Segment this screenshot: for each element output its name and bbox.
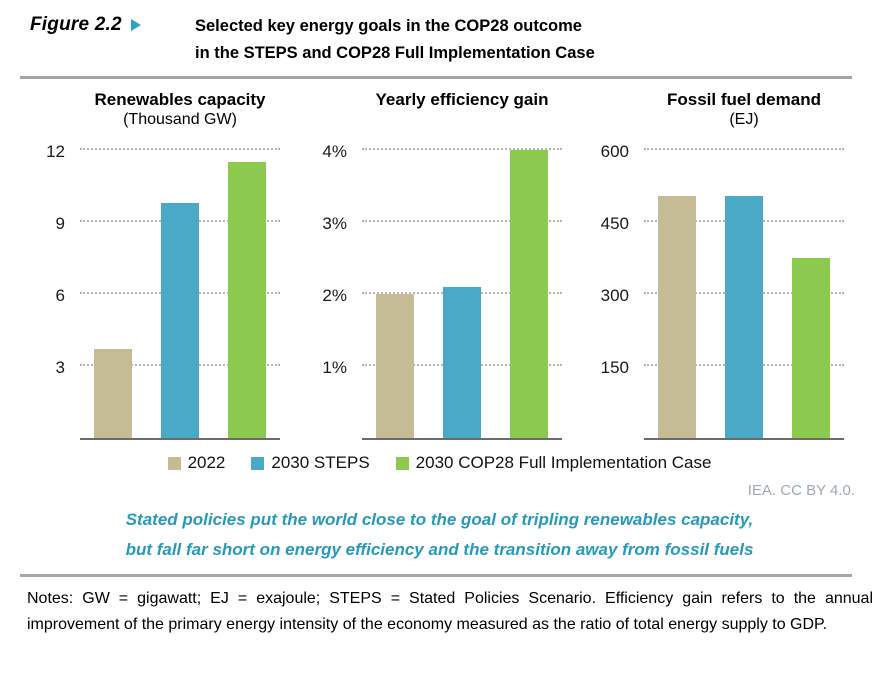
legend-label: 2022 <box>187 453 226 472</box>
y-axis-labels: 1% 2% 3% 4% <box>312 132 362 440</box>
legend-swatch <box>251 456 265 470</box>
chart-renewables-capacity: Renewables capacity (Thousand GW) 3 6 9 12 <box>30 89 280 440</box>
chart-subtitle: (Thousand GW) <box>123 111 237 128</box>
figure-number: Figure 2.2 <box>30 14 122 35</box>
legend-label: 2030 COP28 Full Implementation Case <box>415 453 712 472</box>
chart-head: Yearly efficiency gain <box>362 89 562 130</box>
y-axis-tick-label: 4% <box>322 142 347 161</box>
notes-text: Notes: GW = gigawatt; EJ = exajoule; STE… <box>27 590 873 633</box>
bar-2030-cop28-full-implementation-case <box>791 258 830 438</box>
bar-2022 <box>376 294 415 438</box>
gridline <box>362 220 562 222</box>
y-axis-tick-label: 1% <box>322 358 347 377</box>
y-axis-tick-label: 300 <box>600 286 629 305</box>
chart-body: 1% 2% 3% 4% <box>312 132 562 440</box>
caption-line1: Stated policies put the world close to t… <box>125 510 754 529</box>
y-axis-tick-label: 600 <box>600 142 629 161</box>
legend-label: 2030 STEPS <box>271 453 370 472</box>
legend-item: 2030 STEPS <box>251 453 370 473</box>
bar-2030-steps <box>724 195 763 438</box>
chart-head: Renewables capacity (Thousand GW) <box>80 89 280 130</box>
chart-title: Fossil fuel demand <box>667 90 821 109</box>
bar-2030-steps <box>442 286 481 438</box>
chart-subtitle <box>362 110 562 130</box>
plot-area <box>80 132 280 440</box>
y-axis-tick-label: 150 <box>600 358 629 377</box>
attribution-text: IEA. CC BY 4.0. <box>747 482 855 499</box>
bar-2022 <box>658 195 697 438</box>
y-axis-labels: 150 300 450 600 <box>594 132 644 440</box>
figure-header: Figure 2.2 Selected key energy goals in … <box>0 0 879 67</box>
y-axis-tick-label: 9 <box>55 214 65 233</box>
charts-row: Renewables capacity (Thousand GW) 3 6 9 12 … <box>0 89 879 440</box>
y-axis-tick-label: 3 <box>55 358 65 377</box>
caption-line2: but fall far short on energy efficiency … <box>125 540 754 559</box>
legend-swatch <box>395 456 409 470</box>
gridline <box>644 148 844 150</box>
bar-2022 <box>94 349 133 438</box>
plot-area <box>362 132 562 440</box>
legend-item: 2030 COP28 Full Implementation Case <box>395 453 712 473</box>
chart-subtitle: (EJ) <box>729 111 759 128</box>
y-axis-tick-label: 3% <box>322 214 347 233</box>
chart-title: Renewables capacity <box>94 90 266 109</box>
y-axis-tick-label: 450 <box>600 214 629 233</box>
chart-body: 150 300 450 600 <box>594 132 844 440</box>
header-divider <box>20 76 852 79</box>
bar-2030-cop28-full-implementation-case <box>509 150 548 438</box>
legend-swatch <box>167 456 181 470</box>
figure-arrow-icon <box>130 19 141 31</box>
bars-group <box>80 132 280 438</box>
plot-area <box>644 132 844 440</box>
bars-group <box>362 132 562 438</box>
notes-divider <box>20 574 852 577</box>
caption: Stated policies put the world close to t… <box>0 505 879 565</box>
chart-title: Yearly efficiency gain <box>375 90 549 109</box>
y-axis-tick-label: 2% <box>322 286 347 305</box>
chart-yearly-efficiency-gain: Yearly efficiency gain 1% 2% 3% 4% <box>312 89 562 440</box>
chart-fossil-fuel-demand: Fossil fuel demand (EJ) 150 300 450 600 <box>594 89 844 440</box>
chart-body: 3 6 9 12 <box>30 132 280 440</box>
y-axis-tick-label: 12 <box>46 142 65 161</box>
figure-title: Selected key energy goals in the COP28 o… <box>195 13 595 67</box>
y-axis-labels: 3 6 9 12 <box>30 132 80 440</box>
bars-group <box>644 132 844 438</box>
legend-item: 2022 <box>167 453 226 473</box>
legend: 2022 2030 STEPS 2030 COP28 Full Implementa… <box>0 453 879 473</box>
figure-title-line2: in the STEPS and COP28 Full Implementati… <box>195 44 595 62</box>
figure-label-wrap: Figure 2.2 <box>30 13 195 67</box>
gridline <box>80 148 280 150</box>
y-axis-tick-label: 6 <box>55 286 65 305</box>
figure-title-line1: Selected key energy goals in the COP28 o… <box>195 17 582 35</box>
chart-head: Fossil fuel demand (EJ) <box>644 89 844 130</box>
bar-2030-steps <box>160 202 199 438</box>
gridline <box>362 148 562 150</box>
bar-2030-cop28-full-implementation-case <box>227 162 266 438</box>
